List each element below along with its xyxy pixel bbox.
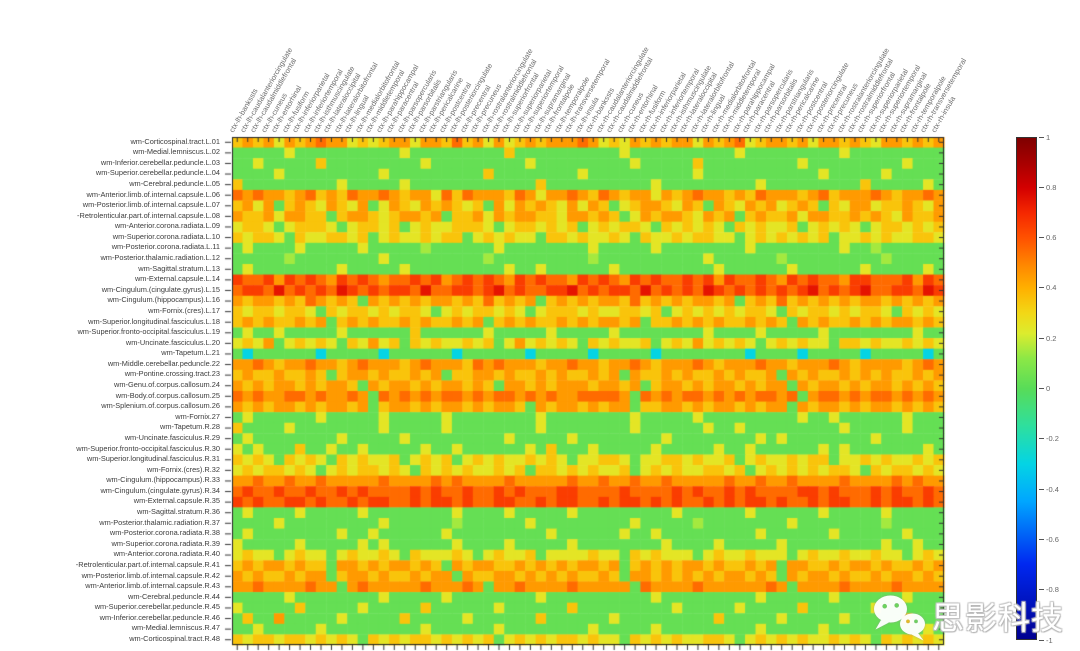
- colorbar-tick: [1039, 538, 1044, 540]
- colorbar-tick: [1039, 438, 1044, 440]
- heatmap-canvas: [222, 132, 946, 651]
- y-tick-label: wm-Pontine.crossing.tract.23: [124, 369, 220, 379]
- y-tick-label: wm-Anterior.corona.radiata.R.40: [113, 549, 220, 559]
- y-tick-label: wm-Posterior.corona.radiata.L.11: [111, 242, 220, 252]
- y-tick-label: wm-Cingulum.(hippocampus).R.33: [106, 475, 220, 485]
- y-tick-label: wm-Splenium.of.corpus.callosum.26: [101, 401, 220, 411]
- y-tick-label: wm-Fornix.27: [175, 411, 220, 421]
- y-tick-label: wm-Sagittal.stratum.R.36: [137, 507, 220, 517]
- wechat-icon: [874, 595, 925, 641]
- y-tick-label: wm-Posterior.thalamic.radiation.R.37: [99, 517, 220, 527]
- y-tick-label: wm-Tapetum.L.21: [161, 348, 220, 358]
- y-tick-label: wm-Corticospinal.tract.L.01: [130, 136, 220, 146]
- y-tick-label: wm-Cingulum.(cingulate.gyrus).L.15: [101, 284, 220, 294]
- y-tick-label: wm-Anterior.limb.of.internal.capsule.L.0…: [86, 189, 220, 199]
- y-tick-label: wm-Superior.fronto-occipital.fasciculus.…: [77, 327, 220, 337]
- y-tick-label: wm-Superior.cerebellar.peduncle.L.04: [95, 168, 220, 178]
- y-tick-label: wm-Inferior.cerebellar.peduncle.L.03: [100, 157, 220, 167]
- colorbar-tick-label: 1: [1046, 132, 1051, 142]
- y-tick-label: wm-Superior.fronto-occipital.fasciculus.…: [76, 443, 220, 453]
- y-tick-label: wm-External.capsule.R.35: [133, 496, 220, 506]
- colorbar-tick-label: 0.2: [1046, 333, 1057, 343]
- colorbar-tick: [1039, 639, 1044, 641]
- y-tick-label: wm-Posterior.limb.of.internal.capsule.L.…: [82, 200, 220, 210]
- y-tick-label: wm-Fornix.(cres).L.17: [148, 305, 220, 315]
- y-tick-label: wm-Cerebral.peduncle.R.44: [127, 591, 220, 601]
- y-tick-label: wm-Tapetum.R.28: [160, 422, 220, 432]
- y-tick-label: wm-Uncinate.fasciculus.L.20: [125, 337, 220, 347]
- y-tick-label: wm-Medial.lemniscus.R.47: [131, 623, 220, 633]
- colorbar-tick-label: 0.4: [1046, 283, 1057, 293]
- colorbar-tick: [1039, 337, 1044, 339]
- y-tick-label: wm-Superior.longitudinal.fasciculus.L.18: [88, 316, 220, 326]
- y-tick-label: wm-Superior.corona.radiata.L.10: [112, 231, 220, 241]
- y-tick-label: wm-Anterior.corona.radiata.L.09: [114, 221, 220, 231]
- y-tick-label: wm-Sagittal.stratum.L.13: [138, 263, 220, 273]
- y-tick-label: wm-Inferior.cerebellar.peduncle.R.46: [99, 612, 220, 622]
- y-tick-label: wm-Posterior.corona.radiata.R.38: [109, 528, 220, 538]
- colorbar-tick: [1039, 388, 1044, 389]
- y-tick-label: wm-Cingulum.(hippocampus).L.16: [107, 295, 220, 305]
- y-tick-label: wm-Superior.longitudinal.fasciculus.R.31: [86, 454, 220, 464]
- colorbar-tick: [1039, 287, 1044, 289]
- y-tick-label: wm-Fornix.(cres).R.32: [146, 464, 220, 474]
- y-tick-label: wm-Uncinate.fasciculus.R.29: [124, 432, 220, 442]
- colorbar-tick-label: 0.8: [1046, 182, 1057, 192]
- y-tick-label: -Retrolenticular.part.of.internal.capsul…: [77, 210, 220, 220]
- y-tick-label: -Retrolenticular.part.of.internal.capsul…: [75, 559, 220, 569]
- y-tick-label: wm-Superior.cerebellar.peduncle.R.45: [94, 602, 220, 612]
- colorbar-tick-label: -0.2: [1046, 434, 1059, 444]
- y-tick-label: wm-Anterior.limb.of.internal.capsule.R.4…: [85, 581, 220, 591]
- colorbar-tick-label: 0.6: [1046, 233, 1057, 243]
- colorbar-tick-label: -0.6: [1046, 534, 1059, 544]
- y-tick-label: wm-Cingulum.(cingulate.gyrus).R.34: [100, 485, 220, 495]
- watermark-text: 思影科技: [932, 600, 1065, 636]
- colorbar-tick-label: 0: [1046, 384, 1051, 393]
- y-tick-label: wm-Superior.corona.radiata.R.39: [111, 538, 220, 548]
- colorbar-tick: [1039, 136, 1044, 138]
- watermark: 思影科技: [868, 590, 1064, 646]
- colorbar-tick-label: -0.8: [1046, 585, 1059, 595]
- colorbar-tick-label: -1: [1046, 635, 1053, 645]
- y-tick-label: wm-Body.of.corpus.callosum.25: [115, 390, 220, 400]
- colorbar-tick: [1039, 589, 1044, 591]
- y-tick-label: wm-Middle.cerebellar.peduncle.22: [107, 358, 220, 368]
- y-tick-label: wm-Corticospinal.tract.R.48: [129, 634, 220, 644]
- colorbar: [1016, 137, 1037, 640]
- colorbar-tick-label: -0.4: [1046, 484, 1059, 494]
- y-tick-label: wm-Cerebral.peduncle.L.05: [129, 178, 220, 188]
- colorbar-tick: [1039, 237, 1044, 239]
- y-tick-label: wm-Medial.lemniscus.L.02: [132, 147, 220, 157]
- colorbar-tick: [1039, 186, 1044, 188]
- y-tick-label: wm-External.capsule.L.14: [134, 274, 220, 284]
- y-tick-label: wm-Posterior.thalamic.radiation.L.12: [100, 253, 220, 263]
- colorbar-tick: [1039, 488, 1044, 490]
- y-tick-label: wm-Genu.of.corpus.callosum.24: [114, 380, 220, 390]
- y-tick-label: wm-Posterior.limb.of.internal.capsule.R.…: [81, 570, 220, 580]
